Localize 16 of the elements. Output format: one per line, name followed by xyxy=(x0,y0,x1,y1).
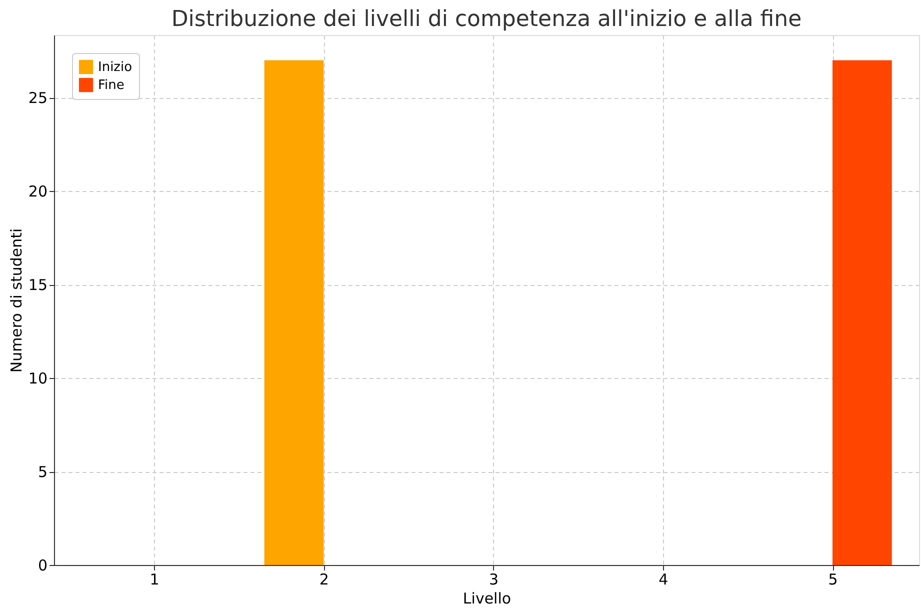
legend-label: Fine xyxy=(98,78,124,93)
y-tick-label: 20 xyxy=(28,182,48,201)
x-axis-title: Livello xyxy=(462,590,512,608)
x-tick-label: 3 xyxy=(489,570,499,588)
y-tick-label: 5 xyxy=(38,463,48,482)
chart-title: Distribuzione dei livelli di competenza all'inizio e alla fine xyxy=(171,7,802,32)
x-tick-label: 2 xyxy=(319,570,329,588)
y-axis-title: Numero di studenti xyxy=(7,228,26,373)
x-tick-label: 1 xyxy=(150,570,160,588)
legend-label: Inizio xyxy=(98,60,132,75)
y-tick-label: 10 xyxy=(28,370,48,388)
x-tick-label: 5 xyxy=(828,570,838,588)
y-tick-label: 15 xyxy=(28,276,48,294)
y-tick-label: 0 xyxy=(38,556,48,574)
x-tick-label: 4 xyxy=(658,570,668,588)
y-tick-label: 25 xyxy=(28,89,48,108)
